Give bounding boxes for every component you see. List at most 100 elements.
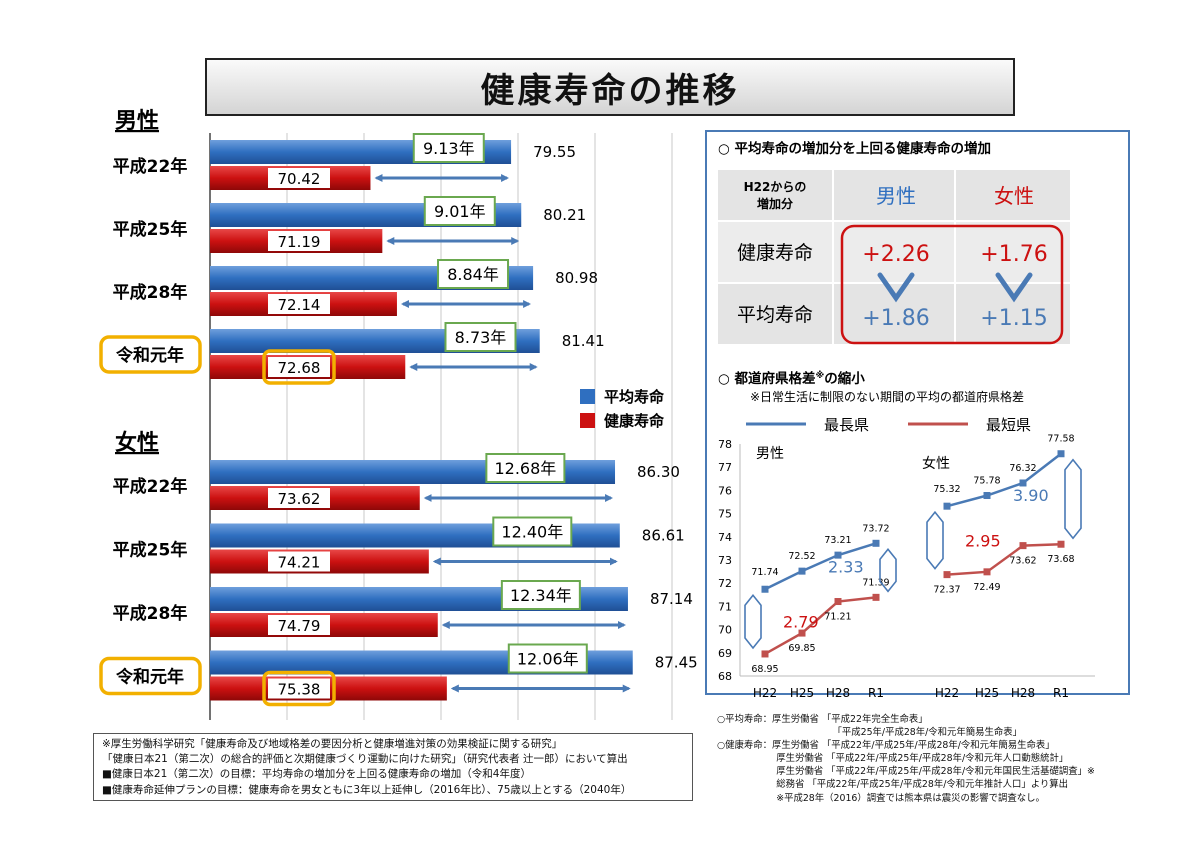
series-point [834, 598, 842, 606]
point-value-label: 71.74 [751, 567, 778, 578]
year-label: 平成28年 [113, 282, 188, 303]
source-line: ○平均寿命：厚生労働省 「平成22年完全生命表」 [717, 714, 928, 725]
notes-box: ※厚生労働科学研究「健康寿命及び地域格差の要因分析と健康増進対策の効果検証に関す… [93, 733, 693, 801]
y-tick-label: 74 [718, 531, 732, 544]
legend-avg-swatch [580, 389, 595, 404]
table-col-male: 男性 [876, 184, 916, 208]
table-row-avg: 平均寿命 [737, 304, 813, 326]
year-label: 平成25年 [113, 540, 188, 561]
table-cell-bg [956, 170, 1070, 220]
title-box: 健康寿命の推移 [205, 58, 1015, 116]
healthy-value-box [268, 231, 330, 251]
year-label: 令和元年 [116, 345, 184, 366]
year-label: 平成22年 [113, 156, 188, 177]
min-series-line [764, 596, 877, 656]
table-row-healthy: 健康寿命 [737, 242, 813, 264]
note-line: ※厚生労働科学研究「健康寿命及び地域格差の要因分析と健康増進対策の効果検証に関す… [102, 738, 563, 750]
gap-label: 8.84年 [447, 265, 499, 284]
point-value-label: 76.32 [1009, 463, 1036, 474]
gap-note: ※日常生活に制限のない期間の平均の都道府県格差 [750, 389, 1024, 404]
table-corner-line2: 増加分 [757, 196, 793, 211]
gap-label: 8.73年 [455, 328, 507, 347]
series-point [761, 650, 769, 658]
healthy-value-box [268, 678, 330, 699]
gap-label-box [492, 516, 573, 547]
bar-legend: 平均寿命 健康寿命 [580, 388, 665, 430]
note-line: ■健康日本21（第二次）の目標：平均寿命の増加分を上回る健康寿命の増加（令和4年… [102, 768, 531, 781]
healthy-value-label: 74.21 [278, 554, 321, 572]
year-label: 平成28年 [113, 603, 188, 624]
table-cell-bg [718, 284, 832, 344]
point-value-label: 68.95 [751, 664, 778, 675]
series-point [834, 551, 842, 559]
avg-value-label: 80.98 [555, 269, 598, 287]
source-line: 厚生労働省 「平成22年/平成25年/平成28年/令和元年人口動態統計」 [717, 753, 1069, 765]
series-point [798, 629, 806, 637]
gap-label-box [507, 643, 588, 674]
healthy-value-box [268, 294, 330, 314]
avg-value-label: 86.30 [637, 463, 680, 481]
note-line: ■健康寿命延伸プランの目標：健康寿命を男女ともに3年以上延伸し（2016年比）、… [102, 783, 632, 796]
y-tick-label: 78 [718, 438, 732, 451]
point-value-label: 71.21 [824, 612, 851, 623]
year-label: 令和元年 [116, 667, 184, 688]
point-value-label: 75.32 [933, 484, 960, 495]
series-point [761, 585, 769, 593]
source-line: ※平成28年（2016）調査では熊本県は震災の影響で調査なし。 [717, 792, 1045, 804]
healthy-value-label: 72.68 [278, 359, 321, 377]
series-point [1019, 479, 1027, 487]
x-tick-label: H25 [790, 686, 814, 700]
series-point [798, 567, 806, 575]
female-section-label: 女性 [115, 430, 159, 456]
female-avg-increase: +1.15 [980, 306, 1047, 331]
legend-healthy-swatch [580, 413, 595, 428]
table-cell-bg [718, 170, 832, 220]
table-cell-bg [834, 222, 954, 282]
gap-bracket [744, 593, 762, 650]
healthy-value-label: 70.42 [278, 170, 321, 188]
healthy-value-box [268, 551, 330, 572]
gap-value-label: 3.90 [1013, 486, 1049, 505]
min-series-line [946, 542, 1062, 576]
increase-table: H22からの 増加分 男性 女性 健康寿命 平均寿命 +2.26 +1.76 +… [718, 170, 1070, 345]
year-highlight-frame [99, 656, 202, 696]
gap-value-label: 2.79 [783, 613, 819, 632]
gap-label: 12.40年 [501, 523, 563, 542]
series-point [983, 492, 991, 500]
healthy-value-box [268, 488, 330, 508]
point-value-label: 72.52 [788, 551, 815, 562]
point-value-label: 72.49 [973, 582, 1000, 593]
y-tick-label: 77 [718, 461, 732, 474]
healthy-highlight-frame [262, 670, 336, 707]
year-label: 平成22年 [113, 476, 188, 497]
gap-label-box [437, 259, 510, 289]
healthy-value-label: 73.62 [278, 490, 321, 508]
page-title: 健康寿命の推移 [480, 70, 740, 111]
female-healthy-increase: +1.76 [980, 242, 1047, 267]
y-tick-label: 71 [718, 600, 732, 613]
x-tick-label: R1 [1053, 686, 1069, 700]
series-point [943, 502, 951, 510]
point-value-label: 73.72 [862, 523, 889, 534]
table-col-female: 女性 [994, 184, 1034, 208]
gap-label: 9.13年 [423, 139, 475, 158]
point-value-label: 75.78 [973, 476, 1000, 487]
legend-healthy-label: 健康寿命 [604, 412, 665, 430]
series-point [943, 571, 951, 579]
x-tick-label: H22 [753, 686, 777, 700]
gap-value-label: 2.95 [965, 531, 1001, 550]
x-tick-label: H28 [1011, 686, 1035, 700]
x-tick-label: H25 [975, 686, 999, 700]
max-series-line [946, 452, 1062, 508]
series-point [872, 539, 880, 547]
greater-than-mark [995, 272, 1033, 303]
series-point [983, 568, 991, 576]
gap-bracket [879, 548, 897, 593]
y-tick-label: 69 [718, 647, 732, 660]
legend-min-label: 最短県 [986, 416, 1031, 434]
y-tick-label: 72 [718, 577, 732, 590]
y-tick-label: 70 [718, 624, 732, 637]
table-cell-bg [834, 170, 954, 220]
male-healthy-increase: +2.26 [862, 242, 929, 267]
